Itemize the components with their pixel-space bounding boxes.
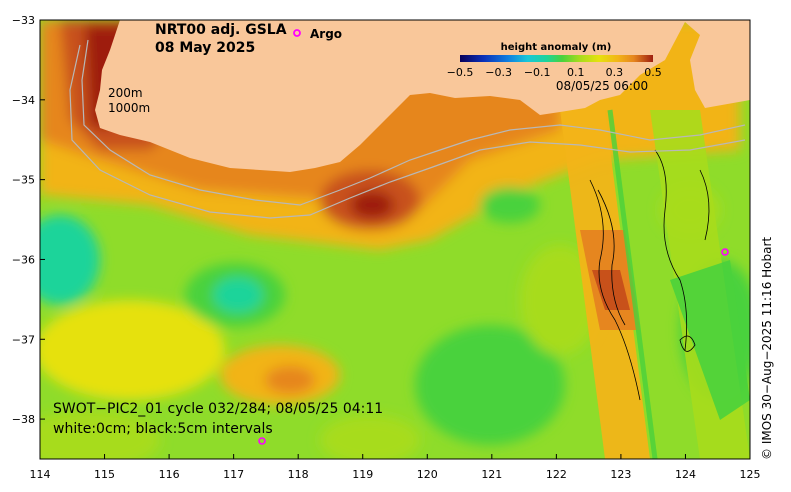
map-field <box>40 20 750 459</box>
argo-floats <box>258 248 729 445</box>
depth-contours <box>69 39 746 219</box>
y-tick-label: −35 <box>12 174 35 187</box>
swot-swath <box>560 109 750 459</box>
contour-label-1000m: 1000m <box>108 101 150 115</box>
y-tick-label: −37 <box>12 333 35 346</box>
x-tick-label: 122 <box>546 468 567 481</box>
argo-legend-label: Argo <box>310 27 342 41</box>
swot-info-line1: SWOT−PIC2_01 cycle 032/284; 08/05/25 04:… <box>53 401 383 417</box>
argo-float <box>721 248 729 256</box>
y-tick-label: −33 <box>12 14 35 27</box>
colorbar-tick-label: 0.3 <box>606 66 624 79</box>
colorbar-tick-label: −0.1 <box>524 66 551 79</box>
map-date: 08 May 2025 <box>155 40 255 56</box>
map-title: NRT00 adj. GSLA <box>155 22 287 38</box>
x-tick-label: 118 <box>288 468 309 481</box>
y-axis: −33 −34 −35 −36 −37 −38 <box>12 14 45 426</box>
x-tick-label: 123 <box>610 468 631 481</box>
x-tick-label: 116 <box>159 468 180 481</box>
colorbar-title: height anomaly (m) <box>501 42 612 53</box>
x-tick-label: 115 <box>94 468 115 481</box>
y-tick-label: −36 <box>12 253 35 266</box>
contour-label-200m: 200m <box>108 86 143 100</box>
argo-legend-icon <box>293 29 301 37</box>
y-tick-label: −34 <box>12 94 35 107</box>
x-tick-label: 124 <box>675 468 696 481</box>
plot-frame <box>39 19 751 460</box>
x-tick-label: 121 <box>481 468 502 481</box>
x-tick-label: 114 <box>30 468 51 481</box>
colorbar-tick-label: 0.5 <box>644 66 662 79</box>
colorbar-gradient <box>460 55 653 62</box>
x-tick-label: 120 <box>417 468 438 481</box>
colorbar-tick-label: 0.1 <box>567 66 585 79</box>
credit-text: © IMOS 30−Aug−2025 11:16 Hobart <box>760 236 774 460</box>
colorbar-tick-label: −0.5 <box>447 66 474 79</box>
colorbar-tick-label: −0.3 <box>485 66 512 79</box>
colorbar-timestamp: 08/05/25 06:00 <box>556 79 648 93</box>
x-axis: 114 115 116 117 118 119 120 121 122 123 124 125 <box>30 454 761 481</box>
x-tick-label: 117 <box>223 468 244 481</box>
colorbar-ticks: −0.5 −0.3 −0.1 0.1 0.3 0.5 <box>447 66 662 79</box>
x-tick-label: 119 <box>352 468 373 481</box>
y-tick-label: −38 <box>12 413 35 426</box>
argo-float <box>258 437 266 445</box>
x-tick-label: 125 <box>740 468 761 481</box>
colorbar: height anomaly (m) −0.5 −0.3 −0.1 0.1 0.3 0.5… <box>447 42 662 93</box>
swot-info-line2: white:0cm; black:5cm intervals <box>53 421 273 437</box>
